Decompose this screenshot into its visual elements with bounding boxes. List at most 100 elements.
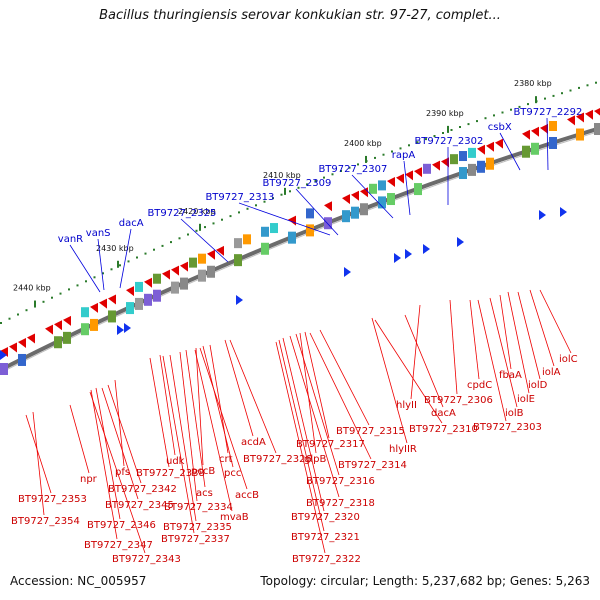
gene-block bbox=[414, 183, 422, 196]
gene-block bbox=[135, 297, 143, 310]
ruler-dot bbox=[85, 280, 87, 283]
ruler-dot bbox=[272, 197, 274, 200]
gene-block bbox=[207, 265, 215, 278]
gene-arrow bbox=[522, 129, 530, 140]
ruler-dot bbox=[544, 97, 546, 100]
ruler-dot bbox=[42, 300, 45, 303]
gene-arrow bbox=[63, 315, 71, 326]
gene-label: BT9727_2354 bbox=[11, 516, 80, 527]
backbone-layer bbox=[0, 126, 600, 374]
leader-line bbox=[278, 339, 325, 532]
gene-label: BT9727_2306 bbox=[424, 395, 493, 406]
leader-line bbox=[195, 347, 204, 466]
gene-arrow bbox=[171, 265, 179, 276]
backbone-arc bbox=[0, 126, 600, 373]
ruler-dot bbox=[119, 264, 121, 267]
gene-block bbox=[549, 136, 557, 149]
gene-label: fbaA bbox=[499, 370, 522, 381]
gene-block bbox=[468, 163, 476, 176]
leader-line bbox=[114, 379, 125, 467]
gene-block bbox=[288, 231, 296, 244]
blue-gene-arrow bbox=[0, 350, 7, 360]
gene-label: BT9727_2346 bbox=[87, 520, 156, 531]
ruler-dot bbox=[136, 256, 138, 259]
ruler-dot bbox=[518, 105, 521, 108]
ruler-dot bbox=[501, 111, 504, 114]
ruler-label: 2400 kbp bbox=[344, 139, 382, 148]
gene-block bbox=[378, 180, 386, 191]
leader-line bbox=[289, 335, 340, 498]
gene-arrow bbox=[99, 298, 107, 309]
gene-block bbox=[153, 273, 161, 284]
ruler-label: 2440 kbp bbox=[13, 284, 51, 293]
gene-label: BT9727_2309 bbox=[262, 178, 331, 189]
ruler-dot bbox=[476, 120, 478, 123]
ruler-layer: 2380 kbp 2390 kbp 2400 kbp 2410 kbp 2420 kbp… bbox=[0, 79, 597, 324]
map-title: Bacillus thuringiensis serovar konkukian… bbox=[99, 8, 501, 23]
leader-line bbox=[507, 291, 530, 394]
leader-line bbox=[299, 332, 317, 454]
gene-arrow bbox=[405, 170, 413, 181]
leader-line bbox=[95, 387, 121, 520]
gene-arrow bbox=[567, 115, 575, 126]
gene-label: BT9727_2303 bbox=[473, 422, 542, 433]
ruler-dot bbox=[331, 173, 334, 176]
ruler-label: 2410 kbp bbox=[263, 171, 301, 180]
gene-block bbox=[459, 167, 467, 180]
gene-label: BT9727_2337 bbox=[161, 534, 230, 545]
blue-gene-arrow bbox=[236, 295, 243, 305]
ruler-dot bbox=[297, 186, 300, 189]
leader-line bbox=[469, 299, 480, 380]
ruler-dot bbox=[59, 292, 62, 295]
ruler-dot bbox=[323, 176, 325, 179]
gene-label: BT9727_2338 bbox=[136, 468, 205, 479]
ruler-dot bbox=[229, 215, 232, 218]
blue-gene-arrow bbox=[405, 249, 412, 259]
gene-label: BT9727_2320 bbox=[291, 512, 360, 523]
gene-label: vanS bbox=[86, 228, 111, 239]
gene-arrow bbox=[342, 194, 350, 205]
gene-arrow bbox=[540, 123, 548, 134]
ruler-dot bbox=[374, 156, 376, 159]
gene-block bbox=[306, 208, 314, 219]
gene-block bbox=[324, 217, 332, 230]
leader-line bbox=[185, 349, 206, 488]
gene-arrow bbox=[396, 173, 404, 184]
gene-label: BT9727_2315 bbox=[336, 426, 405, 437]
feature-layer bbox=[0, 108, 600, 375]
gene-label: acdA bbox=[241, 437, 266, 448]
gene-label: crt bbox=[219, 454, 233, 465]
leader-line bbox=[319, 329, 370, 426]
gene-label: BT9727_2334 bbox=[164, 502, 233, 513]
gene-arrow bbox=[495, 138, 503, 149]
leader-line bbox=[499, 132, 521, 171]
ruler-label: 2420 kbp bbox=[178, 207, 216, 216]
blue-gene-arrow bbox=[560, 207, 567, 217]
leader-line bbox=[309, 332, 372, 460]
ruler-dot bbox=[382, 153, 385, 156]
gene-arrow bbox=[360, 187, 368, 198]
leader-line bbox=[179, 351, 198, 502]
ruler-dot bbox=[586, 84, 589, 87]
gene-block bbox=[522, 145, 530, 158]
gene-arrow bbox=[576, 112, 584, 123]
ruler-dot bbox=[348, 166, 351, 169]
ruler-dot bbox=[68, 288, 70, 291]
gene-label: BT9727_2325 bbox=[147, 208, 216, 219]
leader-line bbox=[539, 289, 572, 354]
gene-block bbox=[477, 160, 485, 173]
ruler-dot bbox=[246, 207, 249, 210]
gene-label: BT9727_2343 bbox=[112, 554, 181, 565]
leader-line bbox=[371, 317, 408, 444]
leader-line bbox=[202, 345, 234, 468]
gene-block bbox=[261, 242, 269, 255]
blue-gene-arrow bbox=[344, 267, 351, 277]
ruler-dot bbox=[280, 193, 283, 196]
ruler-dot bbox=[340, 170, 342, 172]
gene-label: BT9727_2317 bbox=[296, 439, 365, 450]
ruler-dot bbox=[306, 183, 308, 186]
gene-label: dacA bbox=[119, 218, 144, 229]
leader-line bbox=[529, 289, 555, 367]
leader-line bbox=[90, 389, 118, 540]
topology-summary: Topology: circular; Length: 5,237,682 bp… bbox=[260, 574, 590, 588]
